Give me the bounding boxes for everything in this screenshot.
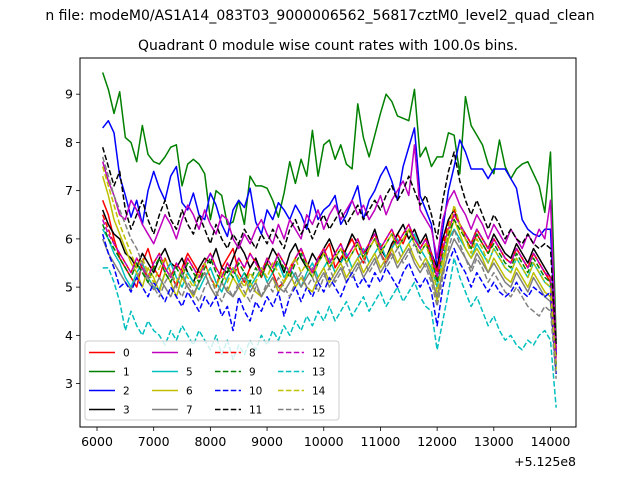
x-tick-label: 14000	[531, 434, 571, 449]
y-tick-label: 5	[65, 280, 73, 295]
legend-item-10: 10	[215, 386, 262, 398]
legend-label: 12	[312, 348, 325, 360]
legend-item-13: 13	[278, 367, 325, 379]
x-tick-label: 13000	[474, 434, 514, 449]
legend-item-3: 3	[89, 405, 130, 417]
series-line-11	[101, 147, 557, 346]
series-line-4	[101, 144, 557, 350]
x-tick-label: 10000	[304, 434, 344, 449]
y-axis: 3 4 5 6 7 8 9	[65, 87, 80, 391]
series-line-6	[101, 175, 557, 370]
series-layer	[101, 72, 557, 408]
legend-box	[84, 340, 340, 421]
legend-item-0: 0	[89, 348, 130, 360]
series-line-2	[102, 119, 557, 355]
legend-item-11: 11	[215, 405, 262, 417]
legend-item-9: 9	[215, 367, 256, 379]
legend-label: 14	[312, 386, 326, 398]
x-tick-label: 12000	[417, 434, 457, 449]
series-line-12	[101, 214, 557, 365]
legend-item-1: 1	[89, 367, 130, 379]
x-axis: 6000 7000 8000 9000 10000 11000 12000 13000 1400…	[81, 427, 570, 449]
x-tick-label: 11000	[361, 434, 401, 449]
legend-item-5: 5	[152, 367, 193, 379]
series-line-13	[102, 257, 557, 408]
legend-item-6: 6	[152, 386, 193, 398]
legend-item-7: 7	[152, 405, 193, 417]
legend-item-8: 8	[215, 348, 256, 360]
legend-label: 0	[123, 348, 130, 360]
y-tick-label: 4	[65, 328, 73, 343]
legend-label: 2	[123, 386, 130, 398]
legend-item-2: 2	[89, 386, 130, 398]
legend-label: 10	[249, 386, 262, 398]
x-tick-label: 6000	[81, 434, 113, 449]
figure-suptitle: n file: modeM0/AS1A14_083T03_9000006562_…	[45, 8, 594, 24]
series-line-5	[102, 228, 557, 365]
chart-title: Quadrant 0 module wise count rates with …	[138, 38, 518, 54]
legend-item-14: 14	[278, 386, 326, 398]
y-tick-label: 9	[65, 87, 73, 102]
y-tick-label: 7	[65, 183, 73, 198]
y-tick-label: 8	[65, 135, 73, 150]
legend-label: 5	[186, 367, 193, 379]
axes-frame	[79, 57, 577, 428]
y-tick-label: 3	[65, 376, 73, 391]
series-line-10	[101, 233, 557, 374]
legend-label: 15	[312, 405, 325, 417]
legend-label: 13	[312, 367, 325, 379]
legend-label: 4	[186, 348, 193, 360]
x-tick-label: 7000	[138, 434, 170, 449]
x-offset-label: +5.125e8	[514, 454, 576, 469]
legend-label: 3	[123, 405, 130, 417]
series-line-1	[101, 72, 557, 341]
legend-label: 9	[249, 367, 256, 379]
x-tick-label: 8000	[194, 434, 226, 449]
legend-label: 7	[186, 405, 193, 417]
plot-area	[79, 57, 577, 428]
series-line-15	[101, 156, 557, 379]
x-tick-label: 9000	[251, 434, 283, 449]
legend-label: 11	[249, 405, 262, 417]
legend-label: 6	[186, 386, 193, 398]
legend-item-12: 12	[278, 348, 325, 360]
legend-item-4: 4	[152, 348, 193, 360]
legend-item-15: 15	[278, 405, 325, 417]
y-tick-label: 6	[65, 231, 73, 246]
legend-label: 1	[123, 367, 130, 379]
legend-label: 8	[249, 348, 256, 360]
